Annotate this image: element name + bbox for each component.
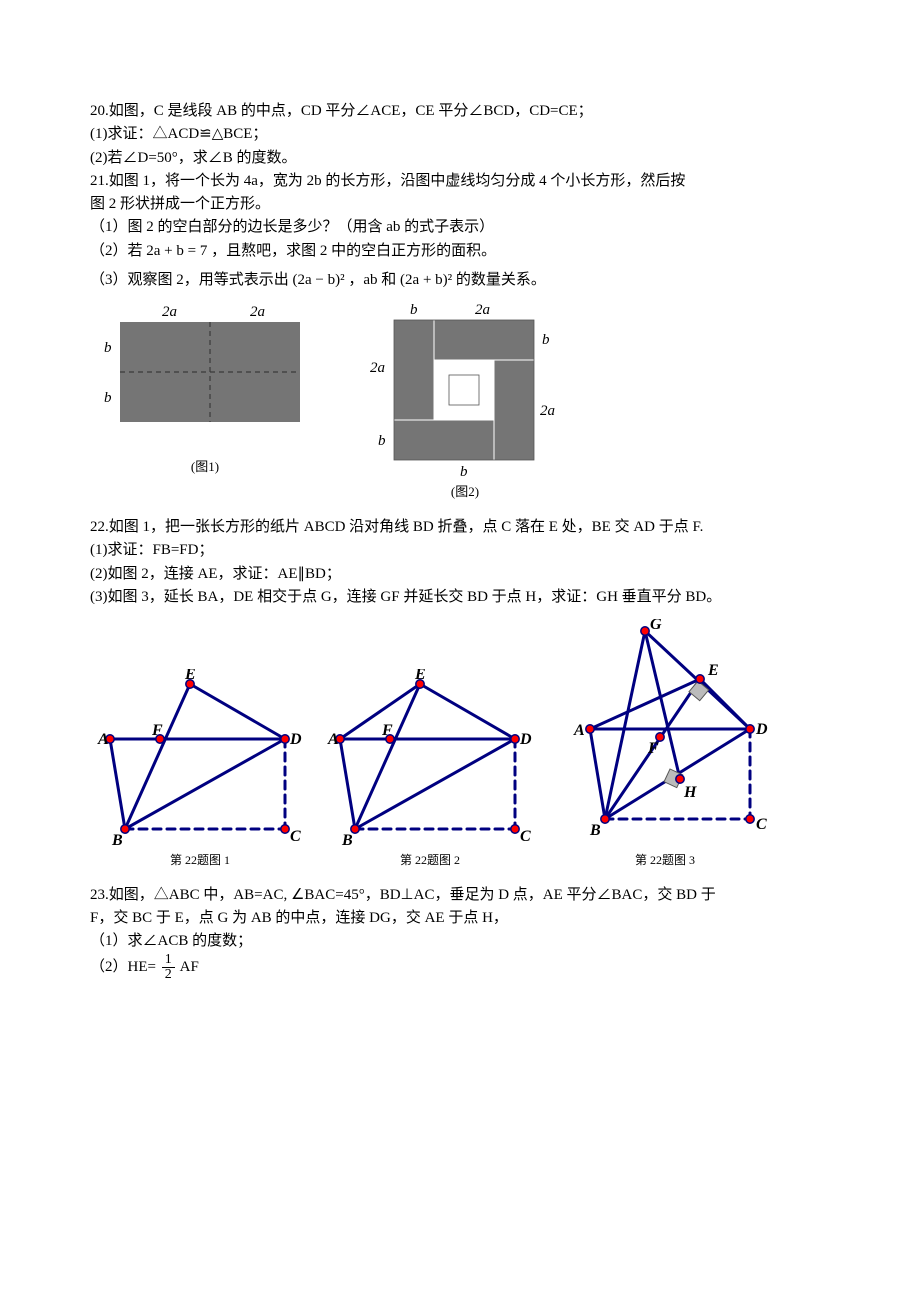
q21-part1: （1）图 2 的空白部分的边长是多少？（用含 ab 的式子表示） — [90, 216, 830, 239]
fig2-lbl-bottom-b: b — [460, 464, 468, 480]
q22-fig1-cap: 第 22题图 1 — [90, 851, 310, 870]
q20-stem: 20.如图，C 是线段 AB 的中点，CD 平分∠ACE，CE 平分∠BCD，C… — [90, 100, 830, 123]
pt-E: E — [707, 662, 719, 679]
pt-A: A — [573, 722, 585, 739]
q21-fig2-svg: b 2a b 2a b 2a b — [360, 300, 570, 480]
q21-fig1: 2a 2a b b (图1) — [90, 300, 320, 477]
q21-p3-c: 的数量关系。 — [456, 272, 546, 288]
q22-fig1: A D B C E F 第 22题图 1 — [90, 669, 310, 870]
pt-B: B — [341, 832, 353, 849]
q23-part1: （1）求∠ACB 的度数； — [90, 930, 830, 953]
q21-fig1-svg: 2a 2a b b — [90, 300, 320, 455]
q22-fig3-svg: G E A D F B C H — [550, 619, 780, 849]
q21-fig2: b 2a b 2a b 2a b (图2) — [360, 300, 570, 502]
q22-fig2-cap: 第 22题图 2 — [320, 851, 540, 870]
fig2-lbl-right-2a: 2a — [540, 403, 555, 419]
q22-stem: 22.如图 1，把一张长方形的纸片 ABCD 沿对角线 BD 折叠，点 C 落在… — [90, 516, 830, 539]
fig1-lbl-b-b: b — [104, 390, 112, 406]
q22-part1: (1)求证：FB=FD； — [90, 539, 830, 562]
q21-stem-l1: 21.如图 1，将一个长为 4a，宽为 2b 的长方形，沿图中虚线均匀分成 4 … — [90, 170, 830, 193]
q23-p2-frac-num: 1 — [162, 953, 175, 968]
q21-p3-a: （3）观察图 2，用等式表示出 — [90, 272, 289, 288]
q23-p2-frac-den: 2 — [162, 968, 175, 982]
q22-fig1-svg: A D B C E F — [90, 669, 310, 849]
q22-part2: (2)如图 2，连接 AE，求证：AE∥BD； — [90, 563, 830, 586]
q21-figures: 2a 2a b b (图1) — [90, 300, 830, 502]
fig2-lbl-left-2a: 2a — [370, 360, 385, 376]
pt-H: H — [683, 784, 697, 801]
pt-E: E — [184, 669, 196, 683]
q21-part3: （3）观察图 2，用等式表示出 (2a − b)² ，ab 和 (2a + b)… — [90, 269, 830, 292]
pt-F: F — [381, 722, 393, 739]
q22-fig3-cap: 第 22题图 3 — [550, 851, 780, 870]
q23-p2-frac: 1 2 — [162, 953, 175, 982]
q21-p3-eq1: (2a − b)² — [293, 272, 345, 288]
fig1-lbl-b-t: b — [104, 340, 112, 356]
fig2-lbl-top-b: b — [410, 302, 418, 318]
q20-part1: (1)求证：△ACD≌△BCE； — [90, 123, 830, 146]
pt-C: C — [756, 816, 767, 833]
pt-D: D — [755, 721, 768, 738]
q21-p2-eq: 2a + b = 7 — [146, 243, 207, 259]
fig2-lbl-right-b: b — [542, 332, 550, 348]
q21-p3-b: ，ab 和 — [348, 272, 396, 288]
pt-A: A — [327, 731, 339, 748]
q23-p2-a: （2）HE= — [90, 959, 156, 975]
pt-B: B — [589, 822, 601, 839]
q22-figures: A D B C E F 第 22题图 1 — [90, 619, 830, 870]
pt-A: A — [97, 731, 109, 748]
q23-part2: （2）HE= 1 2 AF — [90, 953, 830, 982]
q21-stem-l2: 图 2 形状拼成一个正方形。 — [90, 193, 830, 216]
pt-G: G — [650, 619, 662, 633]
q22-fig2: A D B C E F 第 22题图 2 — [320, 669, 540, 870]
q20-part2: (2)若∠D=50°，求∠B 的度数。 — [90, 147, 830, 170]
fig2-lbl-left-b: b — [378, 433, 386, 449]
pt-B: B — [111, 832, 123, 849]
pt-F: F — [151, 722, 163, 739]
q22-part3: (3)如图 3，延长 BA，DE 相交于点 G，连接 GF 并延长交 BD 于点… — [90, 586, 830, 609]
q21-fig1-caption: (图1) — [90, 457, 320, 477]
pt-D: D — [519, 731, 532, 748]
q23-stem-l2: F，交 BC 于 E，点 G 为 AB 的中点，连接 DG，交 AE 于点 H， — [90, 907, 830, 930]
q21-p2-a: （2）若 — [90, 243, 143, 259]
fig2-lbl-top-2a: 2a — [475, 302, 490, 318]
q22-fig2-svg: A D B C E F — [320, 669, 540, 849]
q23-stem-l1: 23.如图，△ABC 中，AB=AC, ∠BAC=45°，BD⊥AC，垂足为 D… — [90, 884, 830, 907]
pt-C: C — [520, 828, 531, 845]
pt-D: D — [289, 731, 302, 748]
pt-C: C — [290, 828, 301, 845]
pt-F: F — [647, 740, 659, 757]
pt-E: E — [414, 669, 426, 683]
fig1-lbl-2a-r: 2a — [250, 304, 265, 320]
fig1-lbl-2a-l: 2a — [162, 304, 177, 320]
q21-part2: （2）若 2a + b = 7 ，且熬吧，求图 2 中的空白正方形的面积。 — [90, 240, 830, 263]
q23-p2-b: AF — [180, 959, 199, 975]
q21-p2-b: ，且熬吧，求图 2 中的空白正方形的面积。 — [211, 243, 496, 259]
q21-p3-eq2: (2a + b)² — [400, 272, 452, 288]
q22-fig3: G E A D F B C H 第 22题图 3 — [550, 619, 780, 870]
q21-fig2-caption: (图2) — [360, 482, 570, 502]
